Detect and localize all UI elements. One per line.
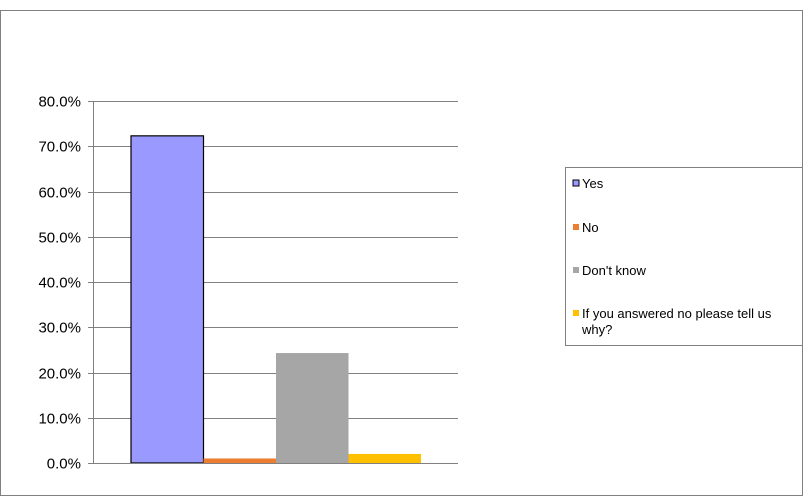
legend-label: No (582, 220, 599, 235)
y-tick-label: 60.0% (38, 185, 81, 202)
bar-no (203, 458, 276, 463)
legend-label: Don't know (582, 263, 647, 278)
legend: Yes No Don't know If you answered no please… (565, 167, 803, 346)
bar-don-t-know (276, 353, 349, 463)
legend-swatch (573, 310, 579, 316)
legend-swatch (573, 267, 579, 273)
y-axis-tick-labels: 0.0% 10.0% 20.0% 30.0% 40.0% 50.0% 60.0% 70.0% 8… (38, 94, 81, 473)
y-tick-label: 20.0% (38, 366, 81, 383)
legend-swatch (573, 224, 579, 230)
y-tick-label: 0.0% (47, 456, 81, 473)
y-tick-label: 50.0% (38, 230, 81, 247)
y-tick-label: 80.0% (38, 94, 81, 111)
y-tick-label: 70.0% (38, 139, 81, 156)
bar-yes (130, 135, 205, 464)
bars (130, 135, 421, 464)
y-tick-label: 40.0% (38, 275, 81, 292)
y-tick-label: 10.0% (38, 411, 81, 428)
legend-box (565, 167, 803, 346)
y-tick-label: 30.0% (38, 320, 81, 337)
legend-label: Yes (582, 176, 604, 191)
legend-entries: Yes No Don't know If you answered no please… (572, 176, 772, 337)
legend-swatch (572, 179, 580, 187)
legend-label: why? (581, 322, 612, 337)
legend-label: If you answered no please tell us (582, 306, 772, 321)
bar-if-you-answered-no-please-tell-us-why (348, 453, 421, 463)
